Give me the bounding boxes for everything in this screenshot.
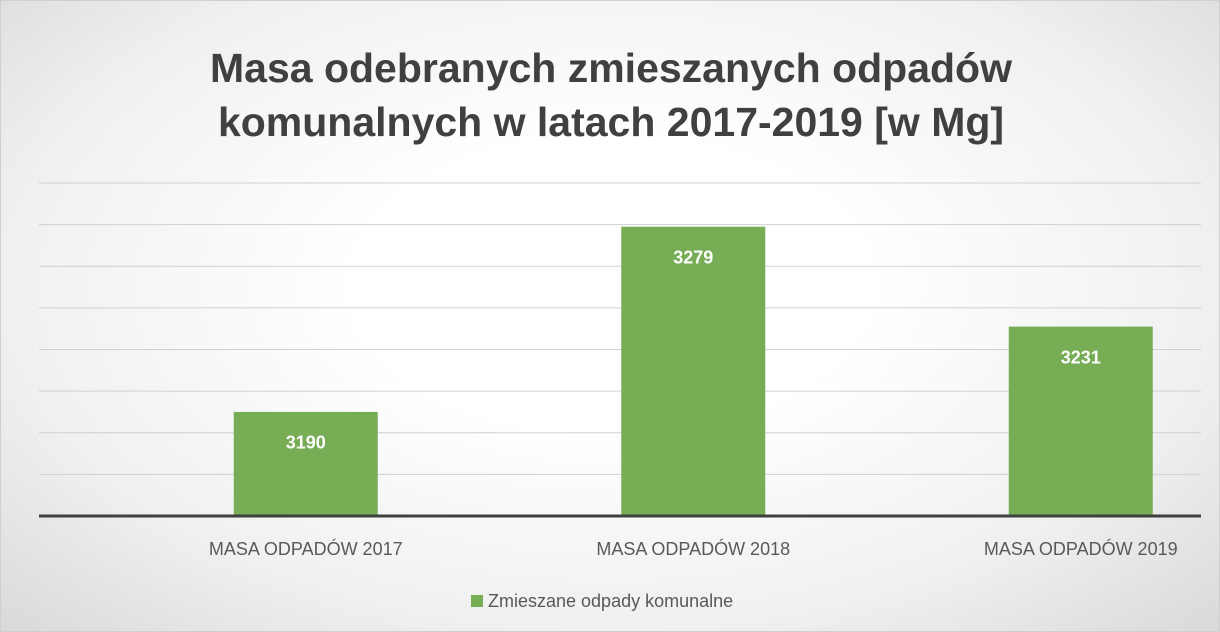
bar [1008,326,1153,516]
data-label: 3231 [1061,347,1101,367]
bar [233,411,378,516]
bar [621,226,766,517]
x-tick-label: MASA ODPADÓW 2017 [209,538,403,559]
data-label: 3279 [673,247,713,267]
legend-label: Zmieszane odpady komunalne [488,591,733,611]
x-tick-label: MASA ODPADÓW 2018 [596,538,790,559]
legend-swatch [471,595,483,607]
x-tick-label: MASA ODPADÓW 2019 [984,538,1178,559]
data-label: 3190 [286,433,326,453]
chart-title: Masa odebranych zmieszanych odpadów komu… [210,45,1012,145]
